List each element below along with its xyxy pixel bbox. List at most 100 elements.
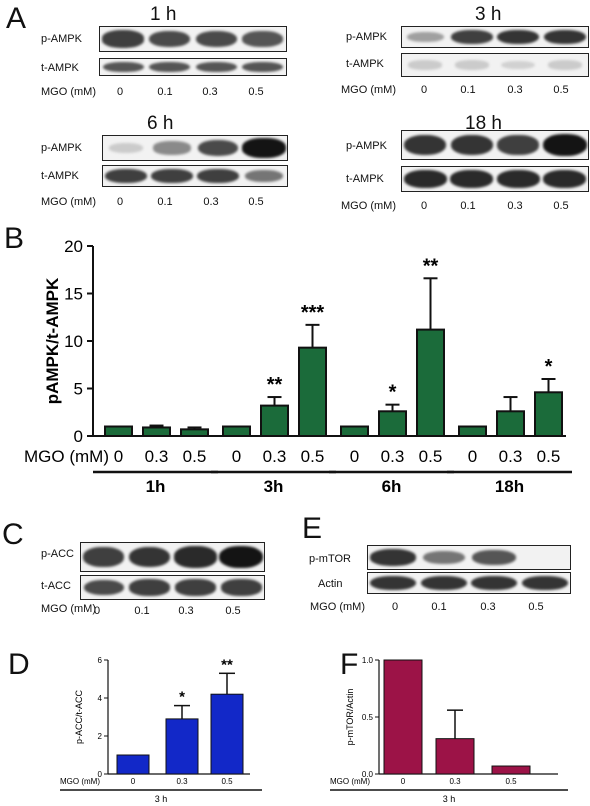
x-tick-label: 0.3	[499, 447, 523, 466]
row-label-t: t-AMPK	[41, 62, 79, 74]
blot-band	[197, 139, 239, 157]
y-axis-label: pAMPK/t-AMPK	[43, 277, 62, 404]
blot-title: 1 h	[150, 4, 177, 25]
y-tick-label: 0.0	[362, 770, 374, 779]
blot-band	[83, 579, 125, 596]
blot-band	[195, 30, 237, 48]
blot-band	[450, 29, 493, 45]
mgo-label: MGO (mM)	[41, 196, 96, 208]
y-axis-label: p-mTOR/Actin	[345, 689, 355, 746]
lane-label: 0.5	[553, 84, 569, 96]
x-tick-label: 0.5	[537, 447, 561, 466]
blot-band	[219, 545, 263, 569]
row-label-p: p-AMPK	[41, 142, 82, 154]
y-tick-label: 20	[64, 237, 83, 256]
lane-label: 0.5	[553, 200, 569, 212]
lane-label: 0	[116, 86, 124, 98]
blot-band	[497, 29, 540, 45]
blot-band	[242, 138, 286, 158]
blot-title: 3 h	[475, 4, 502, 25]
blot-band	[450, 134, 493, 156]
chart-f: 0.0 0.5 1.0 p-mTOR/Actin MGO (mM) 0 0.3 0.5 3 h	[330, 656, 568, 804]
y-tick-label: 6	[98, 656, 103, 665]
panel-letter-f: F	[340, 648, 359, 681]
blot-band	[195, 61, 237, 73]
row-label-t: t-ACC	[41, 580, 71, 592]
lane-label: 0	[93, 605, 101, 617]
group-label: 1h	[146, 477, 166, 496]
x-tick-label: 0.3	[263, 447, 287, 466]
bar	[340, 425, 369, 437]
blot-band	[542, 133, 587, 157]
y-tick-label: 0	[98, 770, 103, 779]
bar	[104, 425, 133, 437]
blot-band	[408, 60, 443, 70]
blot-band	[450, 169, 494, 189]
blot-band	[109, 142, 143, 153]
blot-band	[174, 579, 216, 596]
blot-band	[472, 549, 517, 566]
lane-label: 0.1	[157, 196, 173, 208]
blot-strip-p	[401, 26, 589, 48]
mgo-label: MGO (mM)	[341, 200, 396, 212]
blot-band	[242, 61, 284, 73]
blot-strip-t	[367, 572, 571, 594]
bar	[142, 426, 171, 437]
group-label: 18h	[495, 477, 524, 496]
mgo-label: MGO (mM)	[41, 603, 96, 615]
lane-label: 0	[420, 200, 428, 212]
blot-band	[149, 61, 191, 73]
mgo-label: MGO (mM)	[310, 601, 365, 613]
panel-letter-a: A	[6, 2, 27, 35]
y-tick-label: 5	[74, 380, 83, 399]
x-tick-label: 0	[114, 447, 123, 466]
significance-label: ***	[301, 302, 325, 324]
blot-strip-p	[80, 542, 265, 572]
blot-band	[129, 579, 171, 596]
x-tick-label: 0.5	[221, 777, 233, 786]
blot-band	[403, 169, 447, 189]
x-tick-label: 0.5	[505, 777, 517, 786]
blot-band	[220, 579, 262, 596]
blot-band	[242, 31, 284, 47]
significance-label: *	[545, 356, 553, 378]
blot-strip-t	[401, 166, 589, 192]
x-tick-label: 0.3	[449, 777, 461, 786]
blot-title: 18 h	[465, 113, 502, 134]
row-label-p: p-AMPK	[346, 140, 387, 152]
lane-label: 0	[391, 601, 399, 613]
blot-band	[406, 31, 444, 43]
row-label-p: p-ACC	[41, 548, 75, 560]
blot-band	[153, 141, 191, 155]
lane-label: 0.3	[480, 601, 496, 613]
lane-label: 0.5	[528, 601, 544, 613]
blot-band	[471, 575, 518, 591]
lane-label: 0.3	[507, 84, 523, 96]
lane-label: 0.1	[134, 605, 150, 617]
panel-letter-b: B	[4, 222, 25, 255]
y-tick-label: 4	[98, 694, 103, 703]
x-tick-label: 0.5	[301, 447, 325, 466]
blot-band	[370, 549, 417, 566]
blot-band	[174, 546, 217, 568]
row-label-t: t-AMPK	[41, 170, 79, 182]
significance-label: **	[423, 255, 439, 277]
panel-letter-e: E	[302, 512, 323, 545]
lane-label: 0	[116, 196, 124, 208]
blot-band	[128, 546, 171, 568]
significance-label: **	[221, 656, 233, 673]
bar	[260, 404, 289, 438]
x-tick-label: 0	[131, 777, 136, 786]
row-label-t: t-AMPK	[346, 58, 384, 70]
x-tick-label: 0.5	[419, 447, 443, 466]
blot-strip-t	[80, 575, 265, 600]
x-axis-label: MGO (mM)	[60, 777, 100, 786]
blot-strip-p	[102, 135, 288, 161]
blot-band	[521, 575, 568, 591]
significance-label: **	[267, 374, 283, 396]
lane-label: 0.3	[178, 605, 194, 617]
blot-band	[543, 169, 587, 189]
blot-strip-p	[99, 26, 287, 52]
